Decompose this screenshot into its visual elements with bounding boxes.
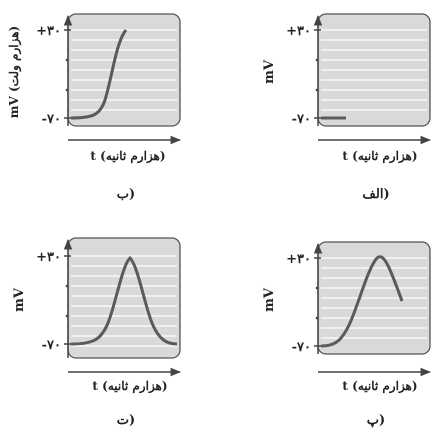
panel-pe: +۳۰ -۷۰ mV t (هزارم ثانیه) پ) <box>262 241 432 428</box>
tick-dot <box>315 286 319 290</box>
panel-caption: الف) <box>362 187 389 202</box>
panel-caption: پ) <box>367 413 385 428</box>
grid-lines <box>71 29 177 111</box>
x-axis-label: t (هزارم ثانیه) <box>92 379 167 394</box>
trace-line <box>70 29 128 120</box>
trace-line <box>320 255 404 348</box>
ytick-top-label: +۳۰ <box>36 24 61 39</box>
tick-dot <box>65 314 69 318</box>
grid-lines <box>321 257 427 339</box>
ytick-bottom-label: -۷۰ <box>42 112 61 127</box>
ytick-top-label: +۳۰ <box>286 252 311 267</box>
tick-dot <box>315 316 319 320</box>
x-axis-label: t (هزارم ثانیه) <box>342 379 417 394</box>
ytick-top-label: +۳۰ <box>36 250 61 265</box>
ytick-bottom-label: -۷۰ <box>292 340 311 355</box>
panel-caption: ت) <box>117 413 135 428</box>
x-axis-label: t (هزارم ثانیه) <box>90 149 165 164</box>
tick-dot <box>65 88 69 92</box>
panel-alef: +۳۰ -۷۰ mV t (هزارم ثانیه) الف) <box>262 13 432 202</box>
x-axis-label: t (هزارم ثانیه) <box>342 149 417 164</box>
tick-dot <box>65 284 69 288</box>
grid-lines <box>321 29 427 111</box>
panel-te: +۳۰ -۷۰ mV t (هزارم ثانیه) ت) <box>12 237 182 428</box>
trace-line <box>70 255 178 346</box>
tick-dot <box>315 88 319 92</box>
panel-caption: ب) <box>117 187 135 202</box>
ytick-bottom-label: -۷۰ <box>292 112 311 127</box>
y-axis-label: mV <box>262 59 277 84</box>
tick-dot <box>65 58 69 62</box>
y-axis-label: mV <box>262 287 277 312</box>
panel-be-top: +۳۰ -۷۰ mV (هزارم ولت) t (هزارم ثانیه) ب… <box>7 13 182 202</box>
y-axis-label: mV <box>12 287 27 312</box>
tick-dot <box>315 58 319 62</box>
y-axis-label: mV (هزارم ولت) <box>7 26 22 118</box>
ytick-top-label: +۳۰ <box>286 24 311 39</box>
ytick-bottom-label: -۷۰ <box>42 338 61 353</box>
